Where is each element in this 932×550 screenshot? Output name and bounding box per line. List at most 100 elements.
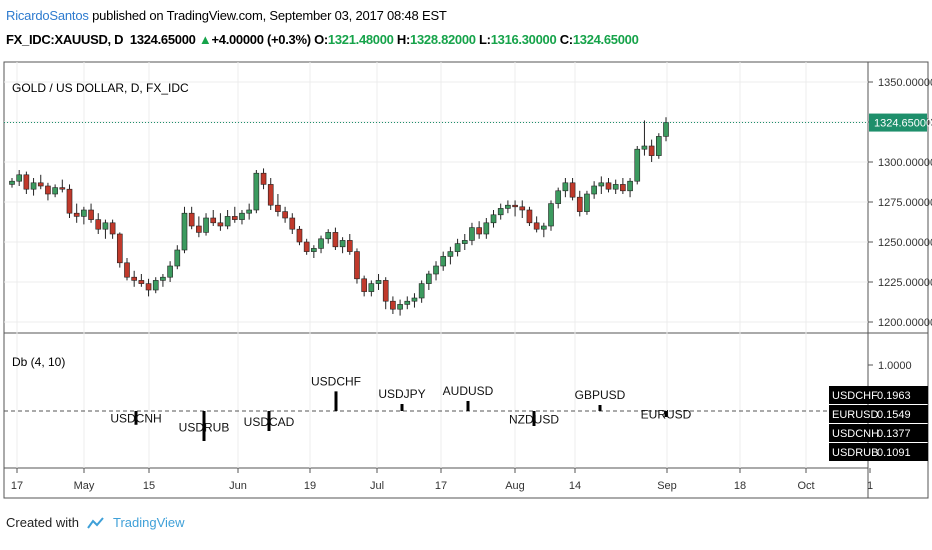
candle-body[interactable] (469, 227, 475, 241)
candle-body[interactable] (239, 212, 245, 220)
candle-body[interactable] (325, 232, 332, 240)
candle-body[interactable] (260, 172, 267, 185)
candle-body[interactable] (627, 180, 633, 192)
candle-body[interactable] (605, 182, 612, 190)
candle-body[interactable] (73, 212, 80, 217)
candle-body[interactable] (526, 209, 533, 224)
candle-body[interactable] (145, 283, 152, 291)
candle-body[interactable] (440, 256, 447, 267)
candle-body[interactable] (275, 204, 281, 212)
candle-body[interactable] (655, 136, 662, 156)
candle-body[interactable] (196, 225, 202, 233)
candle-body[interactable] (203, 217, 209, 233)
candle-body[interactable] (109, 222, 116, 235)
candle-body[interactable] (634, 148, 641, 182)
candle-body[interactable] (576, 196, 583, 212)
candle-body[interactable] (562, 182, 569, 192)
candle-body[interactable] (124, 262, 130, 278)
candle-body[interactable] (620, 184, 626, 192)
candle-body[interactable] (361, 278, 367, 292)
candle-body[interactable] (505, 204, 511, 209)
candle-body[interactable] (246, 209, 252, 214)
candle-body[interactable] (95, 219, 102, 230)
indicator-bar[interactable] (134, 411, 138, 425)
candle-body[interactable] (66, 188, 73, 214)
candle-body[interactable] (282, 211, 288, 219)
candle-body[interactable] (569, 182, 576, 198)
candle-body[interactable] (296, 228, 303, 243)
candle-body[interactable] (174, 249, 181, 267)
candle-body[interactable] (584, 193, 590, 212)
candle-body[interactable] (116, 233, 123, 264)
candle-body[interactable] (152, 280, 159, 291)
candle-body[interactable] (612, 184, 619, 190)
candle-body[interactable] (541, 225, 547, 230)
candle-body[interactable] (497, 208, 504, 216)
candle-body[interactable] (81, 209, 87, 217)
candle-body[interactable] (533, 222, 540, 230)
candle-body[interactable] (346, 240, 353, 252)
candle-body[interactable] (418, 283, 425, 299)
indicator-bar[interactable] (466, 401, 470, 411)
candle-body[interactable] (461, 240, 468, 244)
candle-body[interactable] (318, 238, 324, 249)
indicator-bar[interactable] (664, 411, 668, 417)
candle-body[interactable] (181, 212, 188, 251)
candle-body[interactable] (131, 276, 137, 281)
indicator-bar[interactable] (267, 411, 271, 431)
candle-body[interactable] (404, 300, 411, 305)
candle-body[interactable] (16, 174, 23, 182)
candle-body[interactable] (231, 216, 238, 220)
candle-body[interactable] (375, 280, 382, 284)
candle-body[interactable] (267, 184, 274, 206)
candle-body[interactable] (224, 216, 231, 227)
candle-body[interactable] (9, 180, 15, 185)
candle-body[interactable] (433, 265, 439, 275)
candle-body[interactable] (447, 251, 454, 257)
candle-body[interactable] (411, 297, 418, 302)
candle-body[interactable] (339, 240, 346, 248)
candle-body[interactable] (598, 182, 605, 187)
candle-body[interactable] (52, 187, 58, 195)
candle-body[interactable] (354, 251, 360, 280)
indicator-bar[interactable] (334, 391, 338, 411)
candle-body[interactable] (167, 265, 173, 278)
candle-body[interactable] (512, 204, 518, 208)
candle-body[interactable] (390, 300, 396, 310)
candle-body[interactable] (641, 145, 648, 150)
candle-body[interactable] (648, 145, 655, 156)
candle-body[interactable] (23, 174, 30, 190)
candle-body[interactable] (426, 273, 432, 284)
candle-body[interactable] (663, 122, 669, 137)
candle-body[interactable] (210, 217, 217, 224)
indicator-bar[interactable] (400, 404, 404, 411)
candle-body[interactable] (217, 222, 224, 227)
candle-body[interactable] (102, 222, 109, 230)
candle-body[interactable] (45, 185, 51, 195)
candle-body[interactable] (332, 232, 339, 248)
candle-body[interactable] (476, 227, 482, 235)
candle-body[interactable] (382, 280, 389, 302)
candle-body[interactable] (311, 248, 317, 252)
candle-body[interactable] (88, 209, 94, 220)
candle-body[interactable] (519, 206, 526, 211)
author-link[interactable]: RicardoSantos (6, 8, 89, 23)
candle-body[interactable] (289, 217, 296, 230)
candle-body[interactable] (548, 203, 554, 227)
candle-body[interactable] (188, 212, 195, 227)
indicator-bar[interactable] (532, 411, 536, 426)
candle-body[interactable] (37, 182, 44, 187)
indicator-bar[interactable] (598, 405, 602, 411)
candle-body[interactable] (397, 304, 403, 310)
candle-body[interactable] (30, 182, 37, 190)
candle-body[interactable] (59, 187, 66, 190)
candle-body[interactable] (138, 280, 145, 284)
candle-body[interactable] (253, 172, 260, 211)
candle-body[interactable] (490, 214, 497, 224)
candle-body[interactable] (368, 283, 375, 292)
tradingview-brand[interactable]: TradingView (112, 515, 185, 530)
candle-body[interactable] (160, 276, 166, 281)
candle-body[interactable] (555, 190, 562, 204)
candle-body[interactable] (454, 243, 461, 252)
